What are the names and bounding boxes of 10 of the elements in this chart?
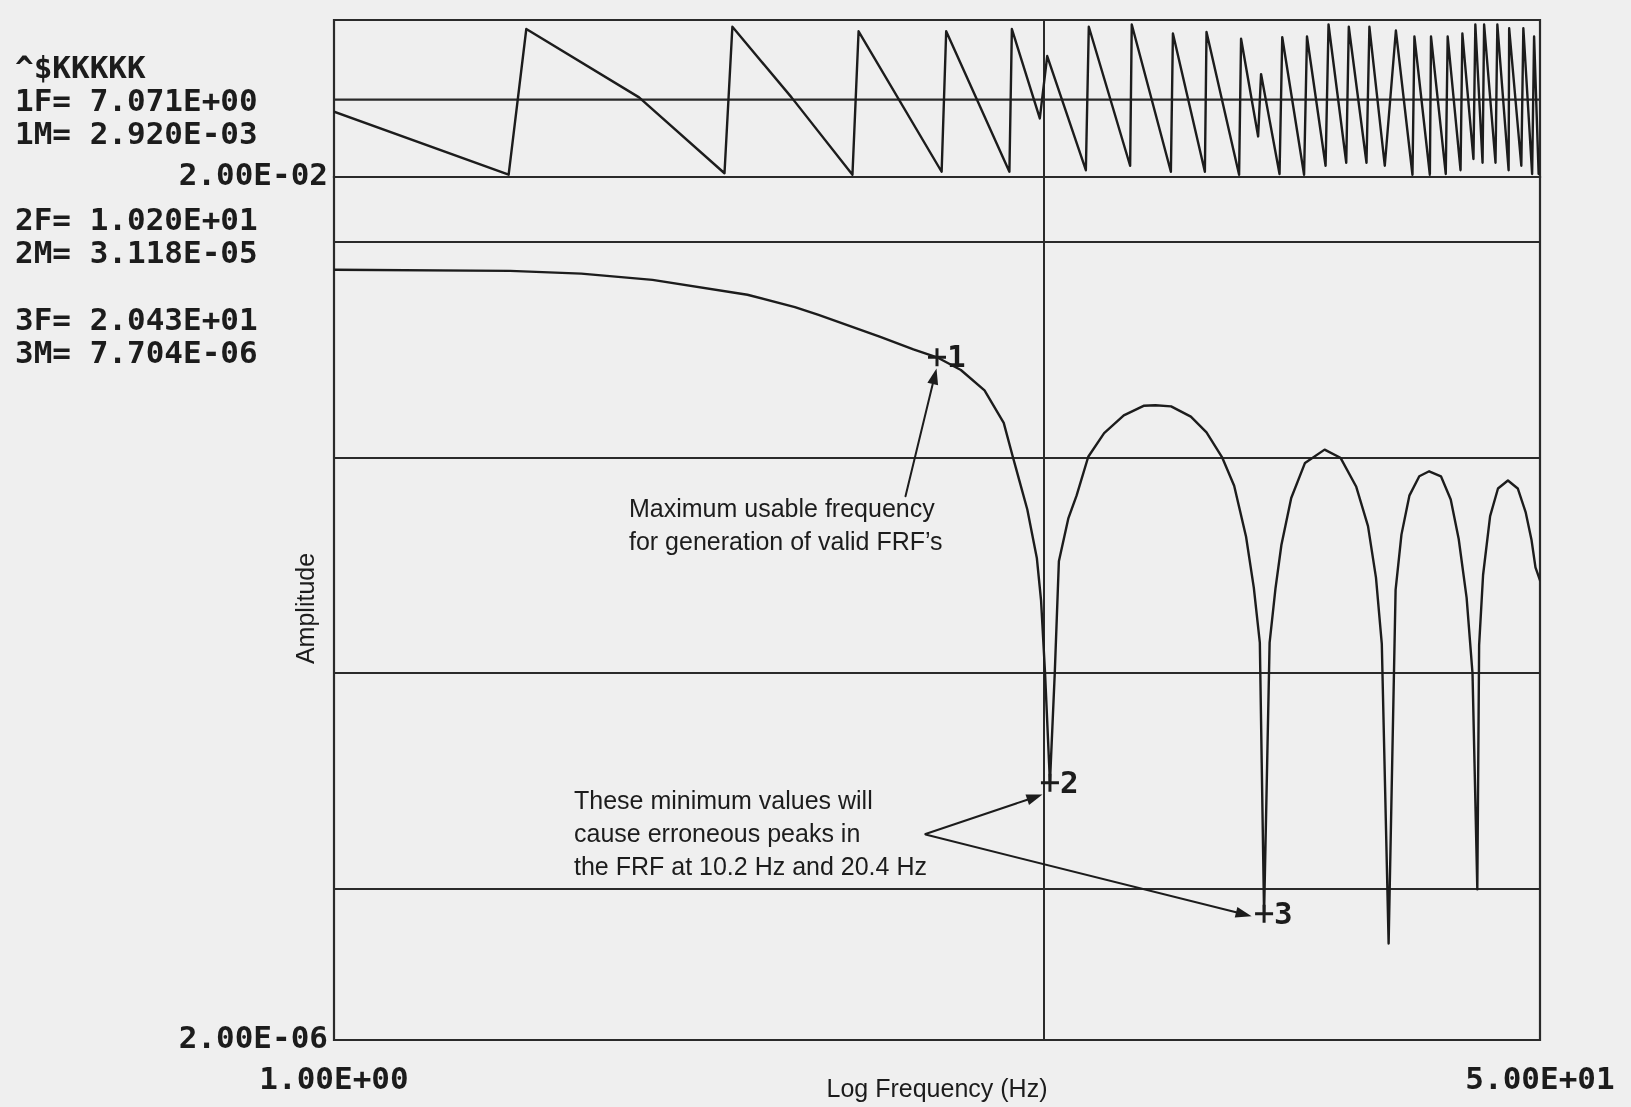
y-tick-label: 2.00E-02	[178, 156, 328, 193]
annotation: 2	[1059, 763, 1079, 800]
x-axis-title: Log Frequency (Hz)	[826, 1073, 1048, 1102]
y-axis-title: Amplitude	[290, 552, 319, 665]
annotation: These minimum values will cause erroneous peaks in the FRF at 10.2 Hz and 20.4 Hz	[574, 785, 927, 880]
x-tick-label: 1.00E+00	[259, 1059, 409, 1096]
x-tick-label: 5.00E+01	[1465, 1059, 1615, 1096]
annotation: 3	[1274, 894, 1293, 931]
annotation: Maximum usable frequency for generation of valid FRF’s	[629, 493, 943, 555]
y-tick-label: 2.00E-06	[178, 1019, 328, 1056]
